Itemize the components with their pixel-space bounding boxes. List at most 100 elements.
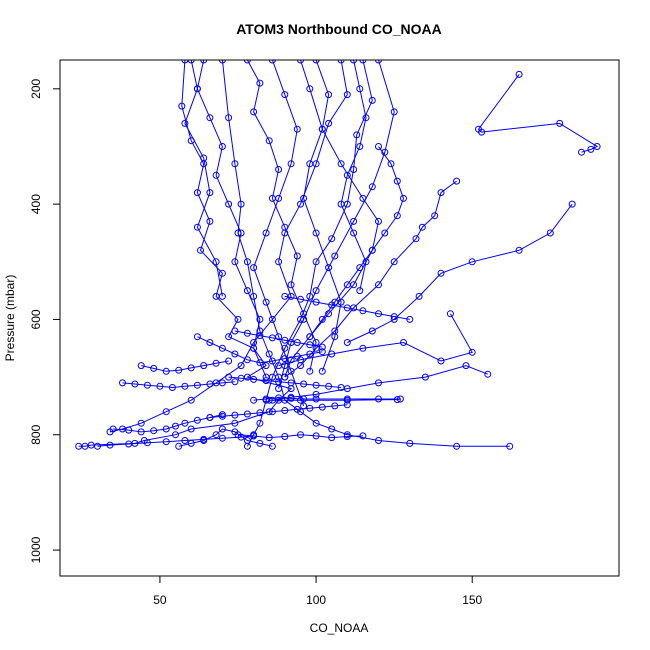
series-line: [253, 60, 305, 407]
x-tick-label: 100: [306, 593, 326, 607]
data-point: [297, 431, 304, 439]
series-line: [209, 404, 348, 418]
series-line: [246, 60, 317, 372]
data-point: [237, 229, 245, 237]
data-point: [359, 194, 367, 202]
series-8: [343, 200, 576, 346]
data-point: [181, 419, 189, 427]
data-point: [281, 336, 289, 344]
data-point: [375, 437, 382, 444]
data-point: [318, 403, 326, 411]
data-point: [193, 416, 201, 424]
data-point: [325, 119, 333, 127]
data-point: [412, 235, 420, 243]
data-point: [312, 287, 320, 295]
data-point: [250, 264, 258, 272]
x-axis-label: CO_NOAA: [310, 621, 369, 635]
data-point: [390, 313, 398, 321]
data-point: [350, 166, 358, 173]
data-point: [368, 246, 376, 254]
data-point: [231, 160, 239, 168]
data-point: [137, 419, 145, 427]
data-point: [406, 315, 414, 323]
data-point: [109, 425, 117, 433]
data-point: [556, 119, 564, 127]
series-1: [75, 60, 295, 450]
data-point: [281, 407, 289, 414]
series-line: [246, 60, 373, 447]
data-point: [181, 119, 189, 127]
data-point: [325, 382, 333, 390]
data-point: [143, 381, 151, 389]
series-24: [250, 60, 308, 410]
data-point: [515, 70, 523, 78]
data-point: [206, 339, 214, 346]
data-point: [375, 379, 382, 387]
series-22: [337, 60, 370, 295]
data-point: [225, 373, 233, 381]
data-point: [468, 258, 476, 266]
data-point: [393, 212, 401, 220]
data-point: [143, 439, 151, 447]
data-point: [197, 246, 204, 254]
series-25: [306, 143, 407, 341]
data-point: [218, 434, 226, 442]
data-point: [156, 382, 164, 390]
data-point: [300, 194, 308, 202]
data-point: [446, 310, 454, 318]
data-point: [218, 292, 226, 300]
series-3: [243, 60, 376, 450]
data-point: [218, 344, 226, 352]
data-point: [265, 396, 273, 404]
series-line: [141, 360, 229, 372]
data-point: [343, 433, 351, 440]
data-point: [231, 419, 239, 427]
data-point: [262, 298, 270, 306]
series-28: [225, 373, 345, 391]
data-point: [418, 223, 426, 231]
series-7: [475, 70, 601, 156]
series-27: [206, 401, 351, 421]
data-point: [193, 223, 201, 231]
series-line: [221, 60, 510, 447]
series-12: [250, 394, 404, 404]
data-point: [268, 408, 276, 416]
data-point: [125, 426, 133, 434]
data-point: [137, 428, 145, 436]
data-point: [368, 327, 376, 335]
data-point: [265, 350, 273, 358]
data-point: [359, 307, 367, 315]
data-point: [275, 362, 283, 370]
data-point: [331, 333, 339, 341]
series-10: [275, 310, 476, 370]
y-axis: 200 400 600 800 1000: [29, 78, 61, 563]
data-point: [237, 200, 245, 208]
data-point: [350, 217, 358, 225]
series-9: [281, 177, 461, 381]
data-point: [256, 332, 264, 340]
data-point: [162, 408, 170, 416]
data-point: [331, 402, 339, 410]
data-point: [243, 258, 251, 266]
data-point: [243, 329, 251, 337]
data-point: [187, 425, 195, 433]
data-point: [193, 189, 201, 197]
data-point: [243, 356, 251, 364]
data-point: [390, 258, 398, 266]
data-point: [243, 60, 251, 64]
data-point: [337, 60, 345, 64]
data-point: [437, 269, 445, 277]
data-point: [362, 114, 370, 122]
data-point: [187, 396, 195, 404]
data-point: [306, 404, 314, 412]
data-point: [281, 292, 289, 300]
data-point: [343, 171, 351, 179]
data-point: [200, 362, 208, 370]
x-tick-label: 150: [462, 593, 482, 607]
data-point: [297, 60, 304, 64]
data-point: [187, 60, 195, 64]
y-tick-label: 600: [29, 309, 43, 329]
data-point: [293, 405, 301, 413]
data-point: [281, 344, 289, 352]
